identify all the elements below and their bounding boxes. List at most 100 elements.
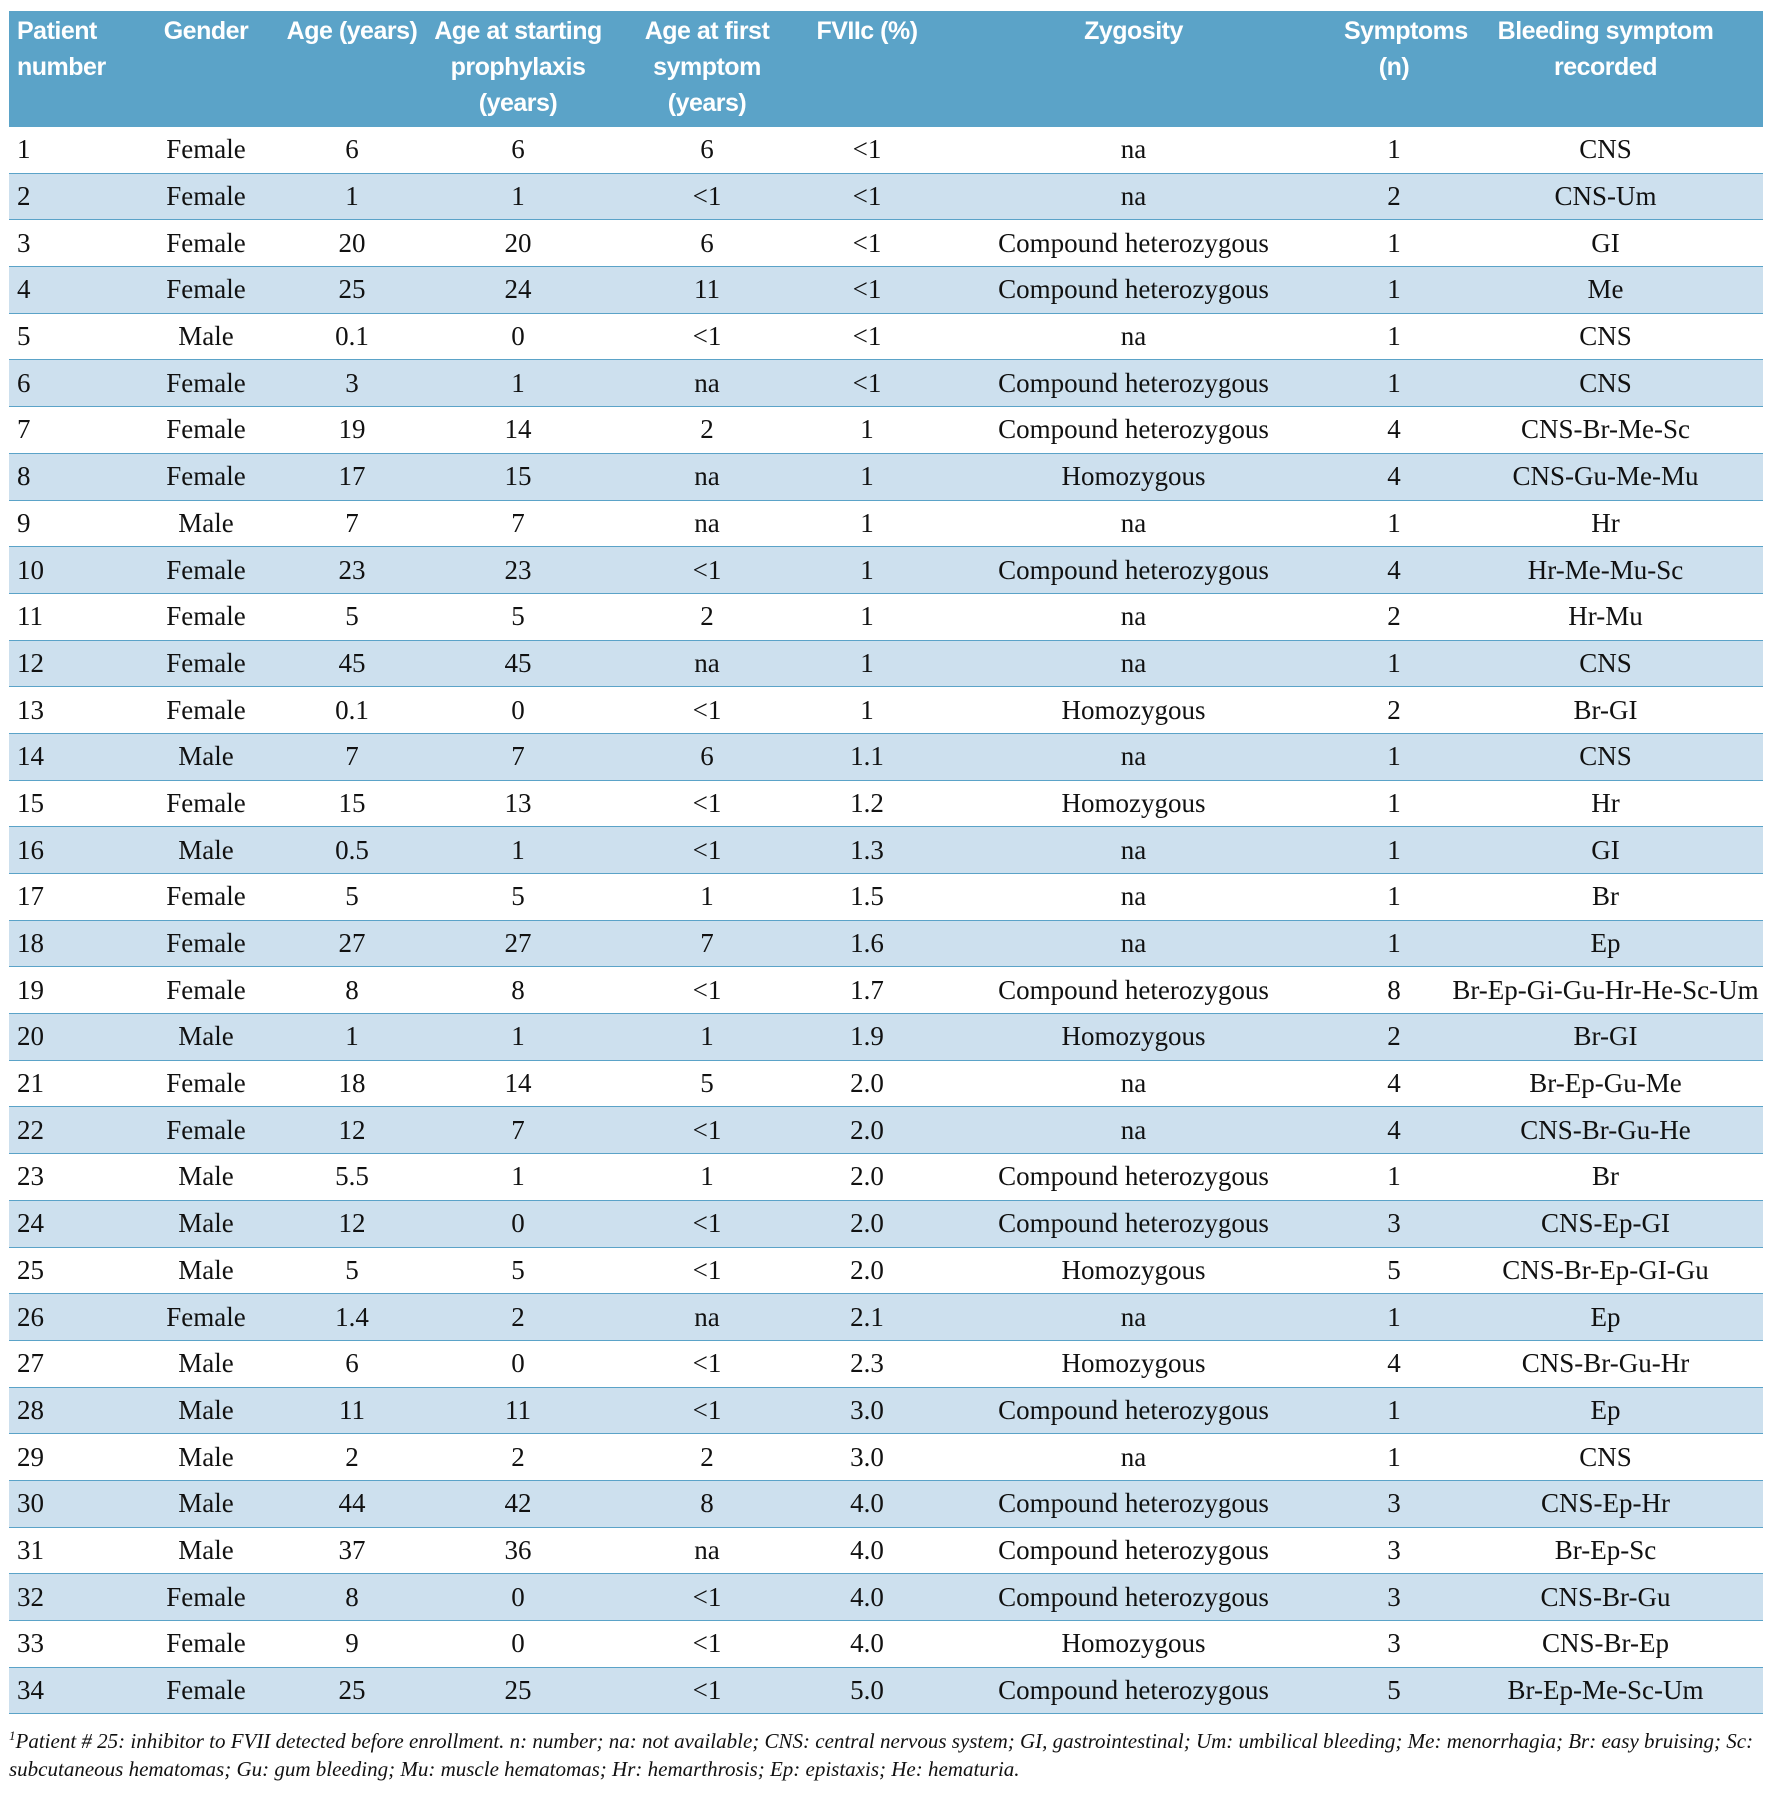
table-row: 21 Female 18 14 5 2.0 na 4 Br-Ep-Gu-Me (9, 1060, 1763, 1108)
table-cell: <1 (807, 313, 927, 361)
table-cell: 5 (275, 1247, 429, 1295)
table-cell: 2 (607, 593, 807, 641)
table-cell: Male (137, 313, 275, 361)
table-cell: 1 (807, 406, 927, 454)
table-cell: 8 (1340, 966, 1448, 1015)
table-cell: Female (137, 593, 275, 641)
table-cell: 8 (429, 966, 607, 1015)
table-cell: 1 (9, 127, 137, 174)
table-cell: 1 (1340, 1387, 1448, 1435)
table-cell: 4 (1340, 406, 1448, 454)
table-cell: CNS-Br-Gu (1448, 1573, 1763, 1621)
table-cell: 45 (429, 640, 607, 688)
table-cell: Br-Ep-Gu-Me (1448, 1060, 1763, 1108)
table-cell: 2.1 (807, 1293, 927, 1341)
table-cell: Compound heterozygous (927, 1667, 1340, 1715)
table-row: 19 Female 8 8 <1 1.7 Compound heterozygous 8 Br-… (9, 966, 1763, 1015)
table-cell: 2 (429, 1293, 607, 1341)
table-cell: 4 (1340, 1060, 1448, 1108)
table-cell: 7 (607, 920, 807, 968)
table-cell: CNS-Br-Gu-He (1448, 1106, 1763, 1155)
table-cell: 27 (429, 920, 607, 968)
table-cell: 2 (607, 1433, 807, 1481)
table-cell: CNS-Um (1448, 173, 1763, 221)
table-cell: na (927, 826, 1340, 874)
table-cell: 1 (607, 1153, 807, 1201)
table-cell: na (927, 733, 1340, 781)
table-cell: 1 (607, 1013, 807, 1061)
table-cell: 5.5 (275, 1153, 429, 1201)
table-body: 1 Female 6 6 6 <1 na 1 CNS 2 Female 1 1 <1 <1 na 2 CNS-Um… (9, 127, 1763, 1715)
table-cell: 1 (1340, 266, 1448, 314)
table-cell: Female (137, 780, 275, 828)
table-row: 30 Male 44 42 8 4.0 Compound heterozygous 3 CNS-… (9, 1480, 1763, 1528)
table-cell: 26 (9, 1293, 137, 1341)
table-cell: 42 (429, 1480, 607, 1528)
table-cell: CNS-Br-Gu-Hr (1448, 1340, 1763, 1388)
table-cell: Female (137, 640, 275, 688)
table-cell: 0 (429, 1200, 607, 1248)
table-cell: 3 (275, 359, 429, 408)
table-cell: 3 (9, 219, 137, 268)
table-cell: 2 (1340, 173, 1448, 221)
table-cell: <1 (607, 546, 807, 594)
table-row: 20 Male 1 1 1 1.9 Homozygous 2 Br-GI (9, 1013, 1763, 1061)
column-header: Zygosity (927, 11, 1340, 127)
table-cell: 2 (607, 406, 807, 454)
table-cell: 1 (1340, 500, 1448, 548)
table-cell: 6 (607, 219, 807, 268)
table-row: 26 Female 1.4 2 na 2.1 na 1 Ep (9, 1293, 1763, 1341)
table-row: 10 Female 23 23 <1 1 Compound heterozygous 4 Hr-… (9, 546, 1763, 594)
table-cell: Female (137, 920, 275, 968)
table-cell: 2 (1340, 686, 1448, 734)
table-cell: GI (1448, 826, 1763, 874)
table-cell: na (927, 873, 1340, 921)
table-cell: <1 (607, 1200, 807, 1248)
table-cell: Female (137, 966, 275, 1015)
table-cell: 15 (429, 453, 607, 501)
table-cell: 1 (607, 873, 807, 921)
table-cell: Compound heterozygous (927, 266, 1340, 314)
table-cell: Br (1448, 1153, 1763, 1201)
table-cell: 12 (9, 640, 137, 688)
table-cell: Female (137, 873, 275, 921)
table-cell: 0.1 (275, 313, 429, 361)
table-cell: Male (137, 1480, 275, 1528)
table-cell: 0.5 (275, 826, 429, 874)
table-cell: 7 (9, 406, 137, 454)
table-cell: Br-Ep-Me-Sc-Um (1448, 1667, 1763, 1715)
table-cell: na (927, 1293, 1340, 1341)
table-cell: na (607, 1527, 807, 1575)
table-cell: CNS (1448, 640, 1763, 688)
table-cell: 1 (1340, 920, 1448, 968)
table-cell: na (927, 920, 1340, 968)
table-row: 13 Female 0.1 0 <1 1 Homozygous 2 Br-GI (9, 686, 1763, 734)
table-cell: 0 (429, 1573, 607, 1621)
table-row: 27 Male 6 0 <1 2.3 Homozygous 4 CNS-Br-Gu-Hr (9, 1340, 1763, 1388)
table-cell: 12 (275, 1200, 429, 1248)
table-cell: <1 (607, 313, 807, 361)
table-cell: 0.1 (275, 686, 429, 734)
table-cell: 1 (807, 546, 927, 594)
table-cell: 6 (9, 359, 137, 408)
table-cell: 3 (1340, 1480, 1448, 1528)
table-cell: 1 (807, 500, 927, 548)
table-cell: 28 (9, 1387, 137, 1435)
table-row: 11 Female 5 5 2 1 na 2 Hr-Mu (9, 593, 1763, 641)
table-row: 12 Female 45 45 na 1 na 1 CNS (9, 640, 1763, 688)
table-cell: Male (137, 1387, 275, 1435)
table-cell: na (607, 453, 807, 501)
table-cell: Female (137, 1106, 275, 1155)
table-row: 25 Male 5 5 <1 2.0 Homozygous 5 CNS-Br-Ep-GI-Gu (9, 1247, 1763, 1295)
table-cell: CNS-Gu-Me-Mu (1448, 453, 1763, 501)
table-cell: 1.5 (807, 873, 927, 921)
table-cell: 2 (275, 1433, 429, 1481)
table-row: 28 Male 11 11 <1 3.0 Compound heterozygous 1 Ep (9, 1387, 1763, 1435)
table-cell: Br-Ep-Gi-Gu-Hr-He-Sc-Um (1448, 966, 1763, 1015)
table-cell: 4 (1340, 1106, 1448, 1155)
table-cell: CNS (1448, 359, 1763, 408)
table-cell: 2.0 (807, 1247, 927, 1295)
table-cell: Female (137, 1620, 275, 1668)
table-cell: 4.0 (807, 1620, 927, 1668)
